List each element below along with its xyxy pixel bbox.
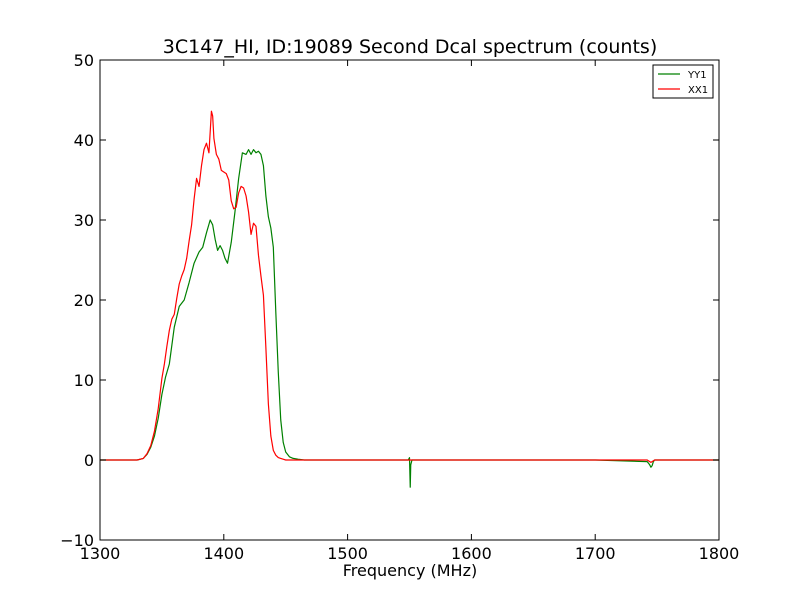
y-tick-label: 40 — [74, 131, 94, 150]
y-tick-label: 10 — [74, 371, 94, 390]
chart-title: 3C147_HI, ID:19089 Second Dcal spectrum … — [163, 36, 657, 58]
x-tick-label: 1400 — [203, 544, 244, 563]
x-tick-label: 1800 — [699, 544, 740, 563]
series-line-xx1 — [100, 110, 719, 463]
y-tick-label: 20 — [74, 291, 94, 310]
x-axis-label: Frequency (MHz) — [343, 561, 477, 580]
x-tick-label: 1700 — [575, 544, 616, 563]
series-layer — [100, 110, 719, 488]
y-tick-label: 50 — [74, 51, 94, 70]
series-line-yy1 — [100, 149, 719, 488]
y-tick-label: 0 — [84, 451, 94, 470]
y-tick-label: 30 — [74, 211, 94, 230]
x-tick-label: 1600 — [451, 544, 492, 563]
legend-label-xx1: XX1 — [688, 85, 708, 96]
legend-label-yy1: YY1 — [687, 70, 707, 81]
x-tick-label: 1500 — [327, 544, 368, 563]
legend-box — [652, 64, 714, 99]
axes-layer: 1300 1400 1500 1600 1700 1800 −10 0 10 20 30 40 50 — [60, 51, 739, 563]
x-tick-label: 1300 — [80, 544, 121, 563]
y-tick-label: −10 — [60, 531, 94, 550]
